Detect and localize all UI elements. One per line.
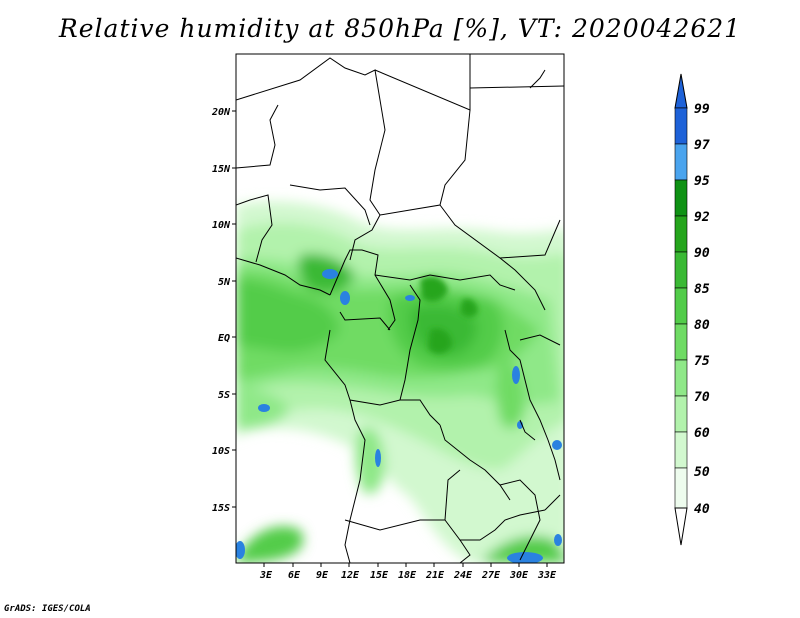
colorbar-swatch-85 [674, 287, 688, 325]
colorbar-label-85: 85 [694, 282, 710, 297]
lat-tick-5s: 5S [218, 390, 230, 401]
colorbar: 99 97 95 92 90 85 80 75 70 60 50 40 [674, 73, 710, 546]
colorbar-swatch-70 [674, 395, 688, 433]
lon-tick-30e: 30E [509, 570, 529, 581]
lat-tick-15s: 15S [212, 503, 230, 514]
colorbar-label-70: 70 [694, 390, 710, 405]
lon-tick-9e: 9E [316, 570, 329, 581]
lon-tick-18e: 18E [398, 570, 417, 581]
colorbar-label-95: 95 [694, 174, 710, 189]
lon-tick-12e: 12E [341, 570, 360, 581]
colorbar-swatch-75 [674, 359, 688, 397]
colorbar-label-60: 60 [694, 426, 710, 441]
colorbar-swatch-90 [674, 251, 688, 289]
colorbar-label-97: 97 [694, 138, 710, 153]
lat-tick-eq: EQ [218, 333, 230, 344]
colorbar-label-92: 92 [694, 210, 710, 225]
lon-tick-6e: 6E [288, 570, 301, 581]
lon-tick-15e: 15E [370, 570, 389, 581]
colorbar-swatch-99 [674, 107, 688, 145]
colorbar-swatch-60 [674, 431, 688, 469]
colorbar-label-75: 75 [694, 354, 710, 369]
colorbar-swatch-80 [674, 323, 688, 361]
lon-tick-33e: 33E [537, 570, 557, 581]
lat-tick-labels: 20N 15N 10N 5N EQ 5S 10S 15S [211, 107, 231, 514]
lat-tick-20n: 20N [211, 107, 231, 118]
lon-tick-labels: 3E 6E 9E 12E 15E 18E 21E 24E 27E 30E 33E [259, 570, 557, 581]
colorbar-label-99: 99 [694, 102, 710, 117]
colorbar-top-arrow [674, 73, 688, 109]
lat-tick-5n: 5N [218, 277, 231, 288]
colorbar-label-90: 90 [694, 246, 710, 261]
colorbar-bottom-arrow [674, 507, 688, 546]
lon-tick-3e: 3E [259, 570, 273, 581]
lon-tick-21e: 21E [425, 570, 445, 581]
humidity-field [236, 201, 564, 563]
map-title: Relative humidity at 850hPa [%], VT: 202… [58, 14, 742, 43]
country-borders [236, 54, 564, 563]
colorbar-swatch-50 [674, 467, 688, 509]
colorbar-swatch-95 [674, 179, 688, 217]
colorbar-label-80: 80 [694, 318, 710, 333]
colorbar-label-50: 50 [694, 465, 710, 480]
axis-tick-marks [232, 110, 548, 567]
lon-tick-24e: 24E [453, 570, 473, 581]
map-frame [235, 53, 565, 564]
lon-tick-27e: 27E [481, 570, 501, 581]
lat-tick-15n: 15N [212, 164, 231, 175]
lat-tick-10s: 10S [212, 446, 230, 457]
colorbar-swatch-92 [674, 215, 688, 253]
grads-credit: GrADS: IGES/COLA [4, 604, 91, 614]
colorbar-label-40: 40 [694, 502, 710, 517]
colorbar-swatch-97 [674, 143, 688, 181]
lat-tick-10n: 10N [212, 220, 231, 231]
